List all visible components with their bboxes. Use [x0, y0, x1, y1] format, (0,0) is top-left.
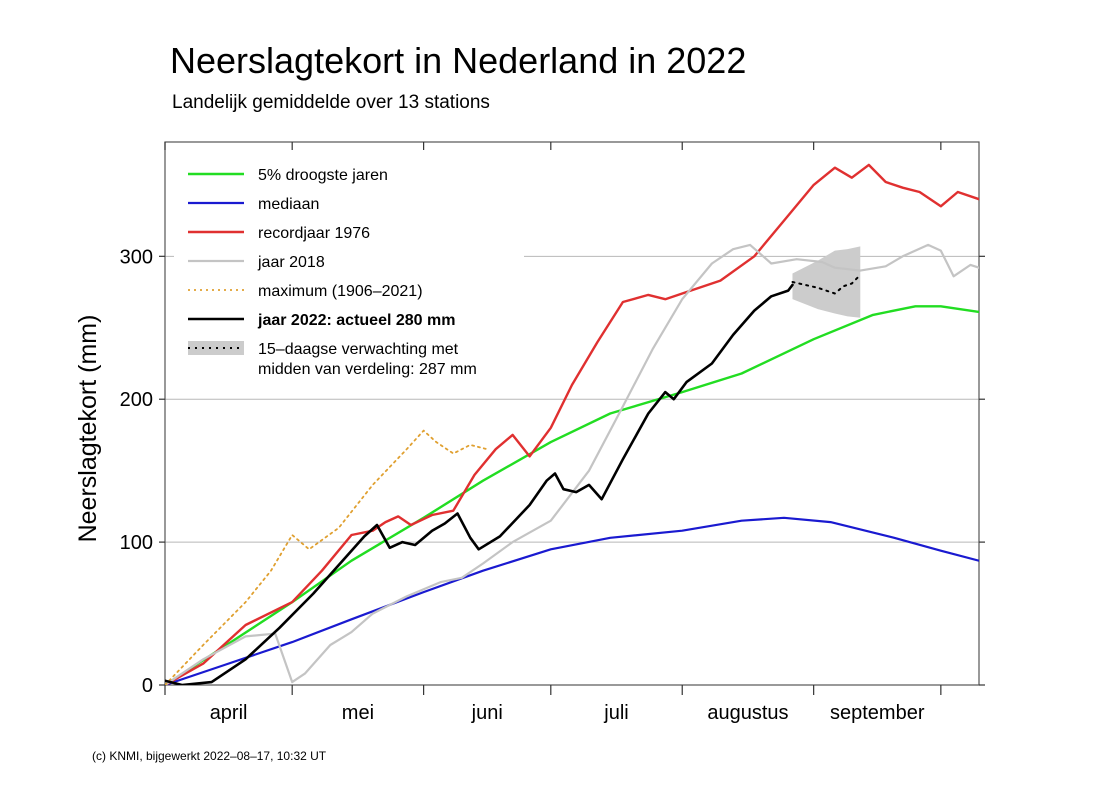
series-line-jaar2022	[165, 283, 794, 685]
series-line-droogste	[165, 305, 979, 685]
y-tick-label-200: 200	[120, 389, 153, 411]
x-tick-label-juni: juni	[471, 702, 503, 724]
x-tick-label-september: september	[830, 702, 925, 724]
legend-label-record1976: recordjaar 1976	[258, 225, 370, 242]
legend-label-jaar2022: jaar 2022: actueel 280 mm	[257, 312, 455, 329]
series-line-jaar2018	[165, 243, 979, 685]
chart-title: Neerslagtekort in Nederland in 2022	[170, 40, 747, 81]
copyright-footer: (c) KNMI, bijgewerkt 2022–08–17, 10:32 U…	[92, 749, 327, 763]
legend-label-mediaan: mediaan	[258, 196, 319, 213]
legend-label-maximum: maximum (1906–2021)	[258, 283, 423, 300]
legend-label-droogste: 5% droogste jaren	[258, 167, 388, 184]
legend-label-jaar2018: jaar 2018	[257, 254, 325, 271]
x-tick-label-augustus: augustus	[707, 702, 788, 724]
series-line-verwachting	[791, 273, 862, 295]
legend-label-verwachting-line2: midden van verdeling: 287 mm	[258, 361, 477, 378]
series-line-maximum	[165, 429, 489, 685]
x-tick-label-mei: mei	[342, 702, 374, 724]
y-tick-label-0: 0	[142, 675, 153, 697]
x-tick-label-juli: juli	[603, 702, 628, 724]
y-axis-label: Neerslagtekort (mm)	[74, 315, 102, 543]
x-tick-label-april: april	[210, 702, 248, 724]
y-tick-label-300: 300	[120, 246, 153, 268]
y-tick-label-100: 100	[120, 532, 153, 554]
plot-frame	[164, 141, 980, 686]
legend-label-verwachting: 15–daagse verwachting met	[258, 341, 459, 358]
legend-background	[174, 154, 524, 394]
series-line-mediaan	[165, 516, 979, 685]
chart-subtitle: Landelijk gemiddelde over 13 stations	[172, 92, 490, 113]
plot-data	[165, 163, 979, 685]
forecast-uncertainty-band	[792, 246, 861, 318]
